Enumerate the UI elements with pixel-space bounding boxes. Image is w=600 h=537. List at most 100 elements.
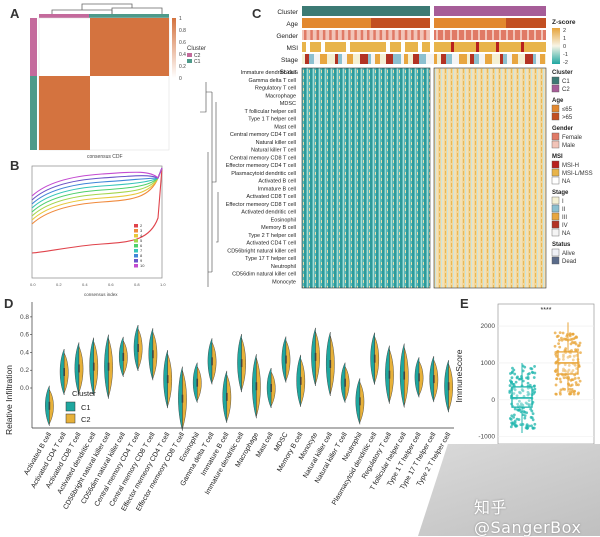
panel-e-point-c1 xyxy=(516,376,519,379)
panel-e-point-c2 xyxy=(559,331,562,334)
violin-median xyxy=(226,393,228,401)
gender-mark xyxy=(485,30,487,40)
violin-median xyxy=(433,375,435,383)
gender-mark xyxy=(499,30,501,40)
panel-e-point-c1 xyxy=(527,373,530,376)
panel-e-point-c2 xyxy=(558,346,561,349)
panel-e-point-c1 xyxy=(534,388,537,391)
panel-e-point-c2 xyxy=(554,345,557,348)
violin-median xyxy=(93,363,95,371)
panel-e-point-c2 xyxy=(575,336,578,339)
panel-a-scale-tick: 0.2 xyxy=(179,64,186,70)
panel-e-ytick: 1000 xyxy=(481,360,496,367)
stage-mark xyxy=(360,54,368,64)
gender-mark xyxy=(520,30,522,40)
panel-e-point-c2 xyxy=(559,378,562,381)
panel-e-significance: **** xyxy=(541,307,552,314)
gender-mark xyxy=(354,30,357,40)
stage-mark xyxy=(368,54,371,64)
heatmap-row-label: Type 17 T helper cell xyxy=(245,256,296,262)
msi-mark xyxy=(476,42,479,52)
panel-b-legend-swatch xyxy=(134,249,138,253)
heatmap-row-label: CD56dim natural killer cell xyxy=(232,272,296,278)
panel-e-point-c2 xyxy=(560,337,563,340)
panel-e-point-c2 xyxy=(562,332,565,335)
annotation-row-label: Age xyxy=(286,21,298,28)
gender-mark xyxy=(317,30,320,40)
stage-mark xyxy=(474,54,479,64)
gender-mark xyxy=(405,30,408,40)
stage-mark xyxy=(512,54,518,64)
msi-mark xyxy=(418,42,422,52)
stage-mark xyxy=(408,54,413,64)
panel-b-xtick: 1.0 xyxy=(160,282,166,287)
violin-median xyxy=(285,356,287,364)
panel-b-legend-swatch xyxy=(134,229,138,233)
legend-swatch xyxy=(552,169,559,176)
panel-e-point-c2 xyxy=(571,384,574,387)
gender-mark xyxy=(329,30,332,40)
heatmap-row-label: Natural killer cell xyxy=(256,140,296,146)
panel-e-point-c2 xyxy=(579,351,582,354)
gender-mark xyxy=(541,30,543,40)
stage-mark xyxy=(347,54,353,64)
panel-a-scale-tick: 0 xyxy=(179,76,182,82)
panel-e-point-c2 xyxy=(559,391,562,394)
panel-e-point-c2 xyxy=(557,342,560,345)
stage-mark xyxy=(434,54,437,64)
panel-e-point-c1 xyxy=(519,378,522,381)
gender-mark xyxy=(310,30,313,40)
panel-e-point-c1 xyxy=(533,376,536,379)
stage-mark xyxy=(404,54,408,64)
panel-e-point-c1 xyxy=(514,408,517,411)
panel-d-legend-swatch-c1 xyxy=(66,402,75,411)
panel-e-point-c2 xyxy=(577,393,580,396)
heatmap-row-label: Activated CD4 T cell xyxy=(246,241,296,247)
legend-label: Dead xyxy=(562,259,576,265)
panel-e-point-c2 xyxy=(575,343,578,346)
panel-e-point-c2 xyxy=(579,342,582,345)
annotation-row-label: MSI xyxy=(286,45,298,52)
panel-e-point-c1 xyxy=(509,372,512,375)
heatmap-c2-block xyxy=(434,68,546,288)
panel-e-point-c1 xyxy=(533,384,536,387)
heatmap-row-label: Activated B cell xyxy=(258,179,296,185)
stage-mark xyxy=(371,54,375,64)
heatmap-row-label: Immature dendritic cell xyxy=(241,70,296,76)
stage-mark xyxy=(393,54,401,64)
legend-label: IV xyxy=(562,223,568,229)
panel-d-ylabel: Relative Infiltration xyxy=(4,365,14,435)
panel-b-xtick: 0.6 xyxy=(108,282,114,287)
legend-swatch xyxy=(552,249,559,256)
panel-c-row-dendrogram xyxy=(200,82,218,287)
heatmap-row-label: Type 2 T helper cell xyxy=(248,233,296,239)
gender-mark xyxy=(342,30,345,40)
stage-mark xyxy=(386,54,393,64)
heatmap-row-label: Central memory CD4 T cell xyxy=(230,132,296,138)
panel-e-point-c2 xyxy=(555,384,558,387)
panel-e-point-c2 xyxy=(577,344,580,347)
legend-label: NA xyxy=(562,179,570,185)
violin-median xyxy=(270,384,272,392)
panel-e-point-c1 xyxy=(533,365,536,368)
panel-a-side-bar-c1 xyxy=(30,76,37,150)
panel-e-point-c2 xyxy=(570,378,573,381)
panel-e-point-c1 xyxy=(517,409,520,412)
panel-e-point-c2 xyxy=(577,377,580,380)
gender-mark xyxy=(534,30,536,40)
stage-mark xyxy=(413,54,419,64)
legend-group-title: Age xyxy=(552,98,564,104)
stage-mark xyxy=(503,54,507,64)
gender-mark xyxy=(348,30,351,40)
gender-mark xyxy=(513,30,515,40)
stage-mark xyxy=(459,54,467,64)
panel-e-point-c1 xyxy=(527,377,530,380)
panel-e-point-c2 xyxy=(569,338,572,341)
panel-e-ytick: 2000 xyxy=(481,323,496,330)
annotation-row-label: Gender xyxy=(276,33,299,40)
legend-label: Male xyxy=(562,143,576,149)
legend-swatch xyxy=(552,133,559,140)
panel-e-point-c1 xyxy=(533,372,536,375)
zscore-tick: 2 xyxy=(563,28,566,34)
